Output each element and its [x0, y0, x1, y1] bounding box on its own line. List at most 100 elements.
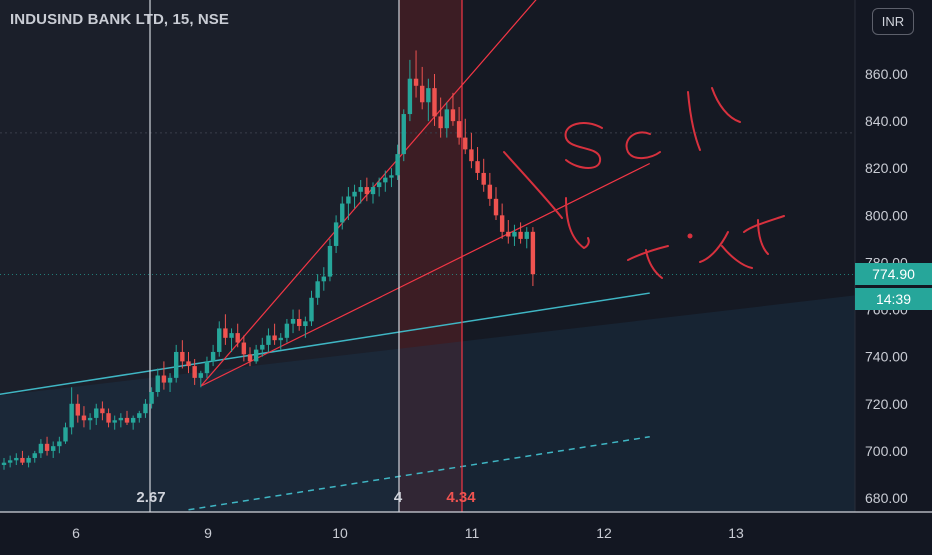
handwritten-l1: [687, 91, 701, 151]
candle-body: [493, 198, 499, 216]
candle-body: [241, 342, 247, 355]
candle-body: [358, 187, 363, 192]
candle-body: [524, 231, 529, 239]
handwritten-c: [625, 131, 661, 159]
x-tick-label: 10: [332, 525, 348, 541]
candle-body: [247, 354, 253, 362]
candle-body: [217, 328, 222, 352]
candle-body: [297, 318, 302, 327]
candle-body: [198, 373, 203, 378]
handwritten-arrow: [503, 151, 590, 249]
candle-body: [149, 392, 154, 404]
channel-fill: [0, 295, 855, 512]
candle-body: [124, 417, 130, 423]
candle-body: [266, 335, 271, 345]
candle-body: [309, 297, 314, 322]
fib-label-2-67: 2.67: [136, 489, 165, 506]
candle-body: [463, 137, 468, 150]
candle-body: [487, 184, 493, 199]
candle-body: [481, 172, 486, 185]
candle-body: [161, 375, 167, 383]
candle-body: [290, 318, 296, 324]
chart-title: INDUSIND BANK LTD, 15, NSE: [10, 11, 230, 28]
candle-body: [284, 323, 290, 338]
candle-body: [20, 457, 25, 463]
candle-body: [106, 413, 111, 423]
candle-body: [1, 462, 7, 466]
candle-body: [81, 415, 87, 421]
candle-body: [192, 366, 197, 378]
fib-zone-left: [0, 0, 399, 512]
candle-body: [444, 109, 449, 129]
candle-body: [51, 446, 56, 451]
candle-body: [75, 403, 80, 416]
candle-body: [130, 417, 136, 423]
candle-body: [87, 417, 93, 421]
candle-body: [63, 427, 68, 442]
currency-button[interactable]: INR: [872, 8, 914, 35]
candle-body: [401, 114, 406, 155]
candle-body: [420, 85, 425, 103]
candle-body: [370, 187, 376, 195]
candle-body: [321, 276, 326, 282]
candle-body: [229, 333, 234, 338]
x-tick-label: 11: [465, 525, 480, 541]
candle-body: [253, 349, 259, 362]
candle-body: [383, 177, 388, 183]
candle-body: [333, 222, 339, 246]
candle-body: [278, 337, 283, 341]
candle-body: [235, 333, 240, 343]
candle-body: [14, 457, 19, 461]
candle-body: [100, 408, 105, 414]
candle-body: [38, 443, 44, 454]
handwritten-t: [627, 245, 669, 279]
candle-body: [376, 182, 382, 188]
fib-zone-right: [462, 0, 855, 512]
candle-body: [432, 88, 437, 117]
candle-body: [7, 460, 13, 463]
handwritten-l2: [711, 87, 741, 123]
y-tick-label: 720.00: [865, 396, 908, 412]
candle-body: [143, 403, 148, 414]
y-tick-label: 700.00: [865, 443, 908, 459]
candle-body: [272, 335, 277, 341]
candle-body: [327, 245, 333, 277]
candle-body: [112, 420, 117, 423]
candle-body: [364, 187, 370, 195]
candle-body: [518, 231, 523, 239]
candle-body: [456, 121, 462, 138]
x-tick-label: 12: [596, 525, 612, 541]
y-tick-label: 800.00: [865, 207, 908, 223]
x-tick-label: 9: [204, 525, 212, 541]
candles: [1, 50, 536, 470]
handwritten-gt: [699, 215, 785, 269]
candle-body: [44, 443, 50, 451]
candle-body: [512, 231, 517, 237]
candle-body: [180, 351, 185, 362]
candle-body: [204, 361, 210, 374]
candle-body: [315, 281, 320, 298]
trendline-mid: [200, 162, 651, 387]
candle-body: [475, 161, 480, 173]
candle-body: [389, 175, 394, 178]
candle-body: [137, 413, 142, 418]
candle-body: [174, 351, 179, 378]
y-tick-label: 840.00: [865, 113, 908, 129]
y-tick-label: 680.00: [865, 490, 908, 506]
candle-body: [438, 116, 443, 129]
candle-body: [469, 149, 474, 162]
candle-body: [223, 328, 228, 338]
candle-body: [303, 321, 308, 327]
candle-body: [506, 231, 511, 237]
candle-body: [395, 154, 400, 176]
current-price-tag: 774.90: [855, 263, 932, 285]
candle-body: [69, 403, 74, 428]
fib-label-4: 4: [394, 489, 403, 506]
candle-body: [155, 375, 160, 392]
channel-lower: [188, 436, 650, 511]
candle-body: [57, 441, 62, 447]
candle-body: [186, 361, 191, 367]
x-tick-label: 13: [728, 525, 744, 541]
candle-body: [407, 78, 413, 115]
